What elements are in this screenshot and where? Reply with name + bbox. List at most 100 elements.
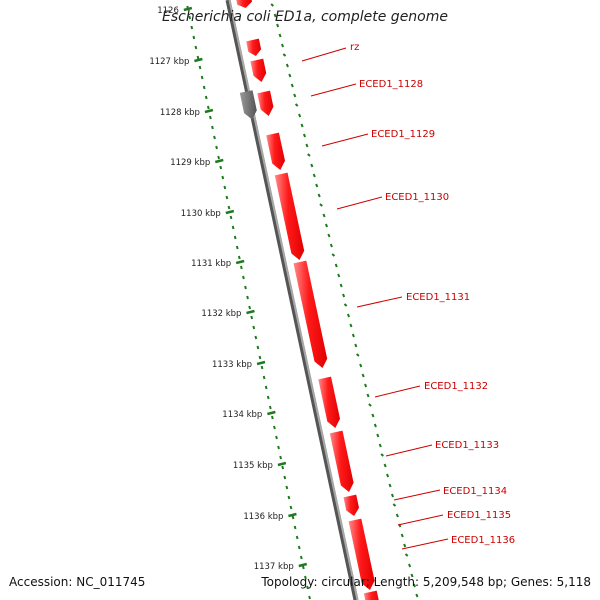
outer-tick — [337, 273, 341, 278]
ruler-dot — [264, 385, 268, 390]
ruler-dot — [211, 125, 214, 130]
gene-label[interactable]: ECED1_1131 — [406, 292, 470, 303]
outer-tick — [366, 393, 370, 398]
outer-tick — [310, 163, 314, 168]
ruler-dot — [244, 285, 247, 290]
backbone — [225, 0, 359, 600]
gene-label[interactable]: ECED1_1133 — [435, 440, 499, 451]
ruler-dot — [246, 295, 249, 300]
ruler-dot — [225, 195, 229, 200]
outer-tick — [376, 433, 380, 438]
ruler-tick — [204, 108, 214, 114]
gene-arrow — [329, 430, 354, 492]
ruler-tick — [235, 259, 245, 265]
outer-tick — [395, 513, 399, 518]
ruler-tick-label: 1133 kbp — [212, 360, 252, 370]
outer-tick — [364, 383, 368, 388]
ruler-dot — [306, 585, 309, 590]
outer-tick — [290, 83, 294, 88]
ruler-dot — [237, 255, 241, 260]
ruler-dot — [209, 115, 212, 120]
gene-label-leader — [374, 385, 421, 398]
ruler-dot — [221, 175, 225, 180]
ruler-dot — [204, 95, 208, 100]
outer-tick — [307, 153, 311, 157]
ruler-dot — [250, 315, 254, 320]
backbone-line — [225, 0, 359, 600]
outer-tick — [373, 423, 377, 428]
gene-label-leader — [385, 444, 433, 457]
ruler-tick — [288, 512, 297, 518]
gene-arrow — [343, 494, 359, 516]
gene-label-leader — [393, 489, 441, 501]
gene-arrow — [363, 590, 379, 600]
gene-label[interactable]: ECED1_1129 — [371, 129, 435, 140]
gene-label[interactable]: ECED1_1130 — [385, 192, 449, 203]
ruler-dot — [289, 505, 293, 510]
gene-label[interactable]: ECED1_1134 — [443, 486, 507, 497]
gene-label[interactable]: ECED1_1135 — [447, 510, 511, 521]
ruler-dot — [281, 465, 285, 470]
ruler-dot — [258, 355, 262, 360]
outer-tick — [342, 293, 346, 298]
outer-tick — [400, 533, 404, 538]
outer-tick — [403, 543, 407, 548]
ruler-tick-label: 1126 — [157, 6, 179, 16]
outer-tick — [305, 143, 309, 148]
gene-label[interactable]: ECED1_1132 — [424, 381, 488, 392]
ruler-tick-label: 1131 kbp — [191, 259, 231, 269]
ruler-dot — [235, 245, 239, 250]
outer-tick — [343, 303, 348, 307]
outer-tick — [355, 353, 360, 357]
outer-tick — [312, 173, 316, 178]
ruler-dot — [291, 515, 295, 520]
ruler-dot — [304, 575, 307, 580]
genome-summary-text: Topology: circular; Length: 5,209,548 bp… — [261, 575, 591, 589]
gene-label[interactable]: rz — [350, 42, 359, 53]
ruler-tick — [267, 410, 276, 416]
ruler-dot — [262, 375, 266, 380]
gene-label[interactable]: ECED1_1136 — [451, 535, 515, 546]
outer-tick — [273, 13, 277, 18]
ruler-dot — [273, 425, 276, 430]
outer-tick — [282, 53, 287, 57]
ruler-dot — [242, 275, 245, 280]
ruler: 1126 1127 kbp 1128 kbp 1129 kbp 1130 kbp 1131… — [149, 3, 419, 600]
ruler-tick-label: 1134 kbp — [222, 410, 262, 420]
gene-arrow — [318, 376, 340, 428]
outer-tick — [298, 113, 302, 118]
outer-tick — [388, 483, 392, 488]
ruler-dot — [248, 305, 252, 310]
genome-title: Escherichia coli ED1a, complete genome — [162, 9, 448, 25]
ruler-dot — [266, 395, 270, 400]
ruler-dot — [188, 15, 192, 20]
ruler-dot — [206, 105, 210, 110]
outer-tick — [392, 503, 397, 507]
outer-tick — [386, 473, 390, 478]
ruler-tick — [194, 57, 203, 63]
ruler-dot — [293, 525, 297, 530]
outer-tick — [319, 203, 323, 207]
ruler-dot — [287, 495, 291, 500]
outer-tick — [380, 453, 384, 457]
accession-text: Accession: NC_011745 — [9, 575, 146, 589]
outer-tick — [322, 213, 326, 218]
outer-tick — [324, 223, 329, 228]
ruler-dot — [297, 545, 301, 550]
outer-tick — [346, 313, 351, 318]
gene-label[interactable]: ECED1_1128 — [359, 79, 423, 90]
ruler-dot — [190, 25, 194, 30]
ruler-dot — [192, 35, 196, 40]
ruler-dot — [260, 365, 264, 370]
outer-tick — [280, 43, 285, 48]
outer-tick — [288, 73, 292, 78]
gene-label-leader — [336, 196, 383, 210]
outer-tick — [361, 373, 365, 378]
ruler-dot — [213, 135, 216, 140]
outer-tick — [276, 23, 280, 28]
outer-tick — [285, 63, 289, 68]
ruler-dot — [271, 415, 274, 420]
ruler-dot — [268, 405, 272, 410]
ruler-dot — [256, 345, 260, 350]
